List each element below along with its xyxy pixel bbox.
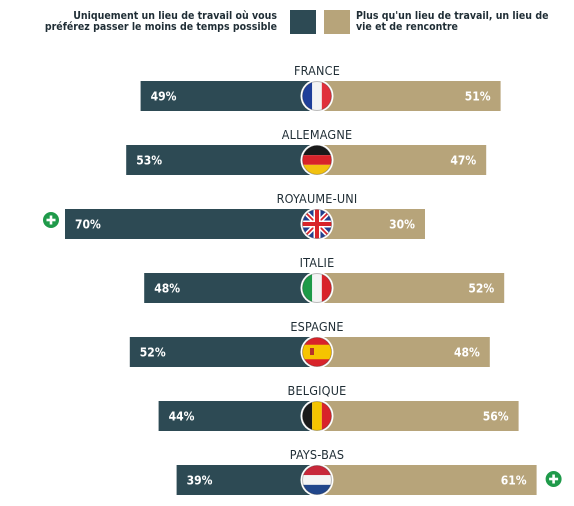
value-label-left: 49% bbox=[151, 90, 177, 104]
legend-right-swatch bbox=[324, 10, 350, 34]
value-label-left: 70% bbox=[75, 218, 101, 232]
legend-right-label: Plus qu'un lieu de travail, un lieu de v… bbox=[356, 10, 549, 33]
bar-right bbox=[317, 337, 490, 367]
country-label: FRANCE bbox=[294, 63, 340, 78]
germany-flag-icon bbox=[300, 143, 334, 177]
value-label-left: 39% bbox=[187, 474, 213, 488]
country-label: PAYS-BAS bbox=[290, 447, 344, 462]
country-label: ESPAGNE bbox=[290, 319, 343, 334]
country-label: ALLEMAGNE bbox=[282, 127, 353, 142]
bar-left bbox=[65, 209, 317, 239]
bar-left bbox=[144, 273, 317, 303]
value-label-right: 48% bbox=[454, 346, 480, 360]
value-label-right: 51% bbox=[465, 90, 491, 104]
value-label-right: 61% bbox=[501, 474, 527, 488]
plus-icon bbox=[545, 471, 562, 487]
spain-flag-icon bbox=[300, 335, 334, 369]
belgium-flag-icon bbox=[300, 399, 334, 433]
value-label-left: 52% bbox=[140, 346, 166, 360]
bar-right bbox=[317, 209, 425, 239]
value-label-left: 48% bbox=[154, 282, 180, 296]
bar-left bbox=[129, 337, 317, 367]
bar-right bbox=[317, 145, 487, 175]
value-label-right: 52% bbox=[468, 282, 494, 296]
uk-flag-icon bbox=[300, 207, 334, 241]
country-label: BELGIQUE bbox=[288, 383, 347, 398]
legend-left-swatch bbox=[290, 10, 316, 34]
bar-right bbox=[317, 465, 537, 495]
value-label-left: 44% bbox=[169, 410, 195, 424]
bar-left bbox=[176, 465, 317, 495]
bar-left bbox=[126, 145, 317, 175]
italy-flag-icon bbox=[300, 271, 334, 305]
bar-right bbox=[317, 273, 505, 303]
legend-left-label: Uniquement un lieu de travail où vous pr… bbox=[44, 10, 277, 33]
country-label: ITALIE bbox=[300, 255, 335, 270]
value-label-right: 56% bbox=[483, 410, 509, 424]
bar-right bbox=[317, 401, 519, 431]
value-label-right: 47% bbox=[450, 154, 476, 168]
plus-icon bbox=[43, 212, 59, 228]
france-flag-icon bbox=[300, 79, 334, 113]
netherlands-flag-icon bbox=[300, 463, 334, 497]
bar-right bbox=[317, 81, 501, 111]
bar-left bbox=[140, 81, 317, 111]
bar-left bbox=[158, 401, 317, 431]
value-label-left: 53% bbox=[136, 154, 162, 168]
value-label-right: 30% bbox=[389, 218, 415, 232]
country-label: ROYAUME-UNI bbox=[277, 191, 358, 206]
